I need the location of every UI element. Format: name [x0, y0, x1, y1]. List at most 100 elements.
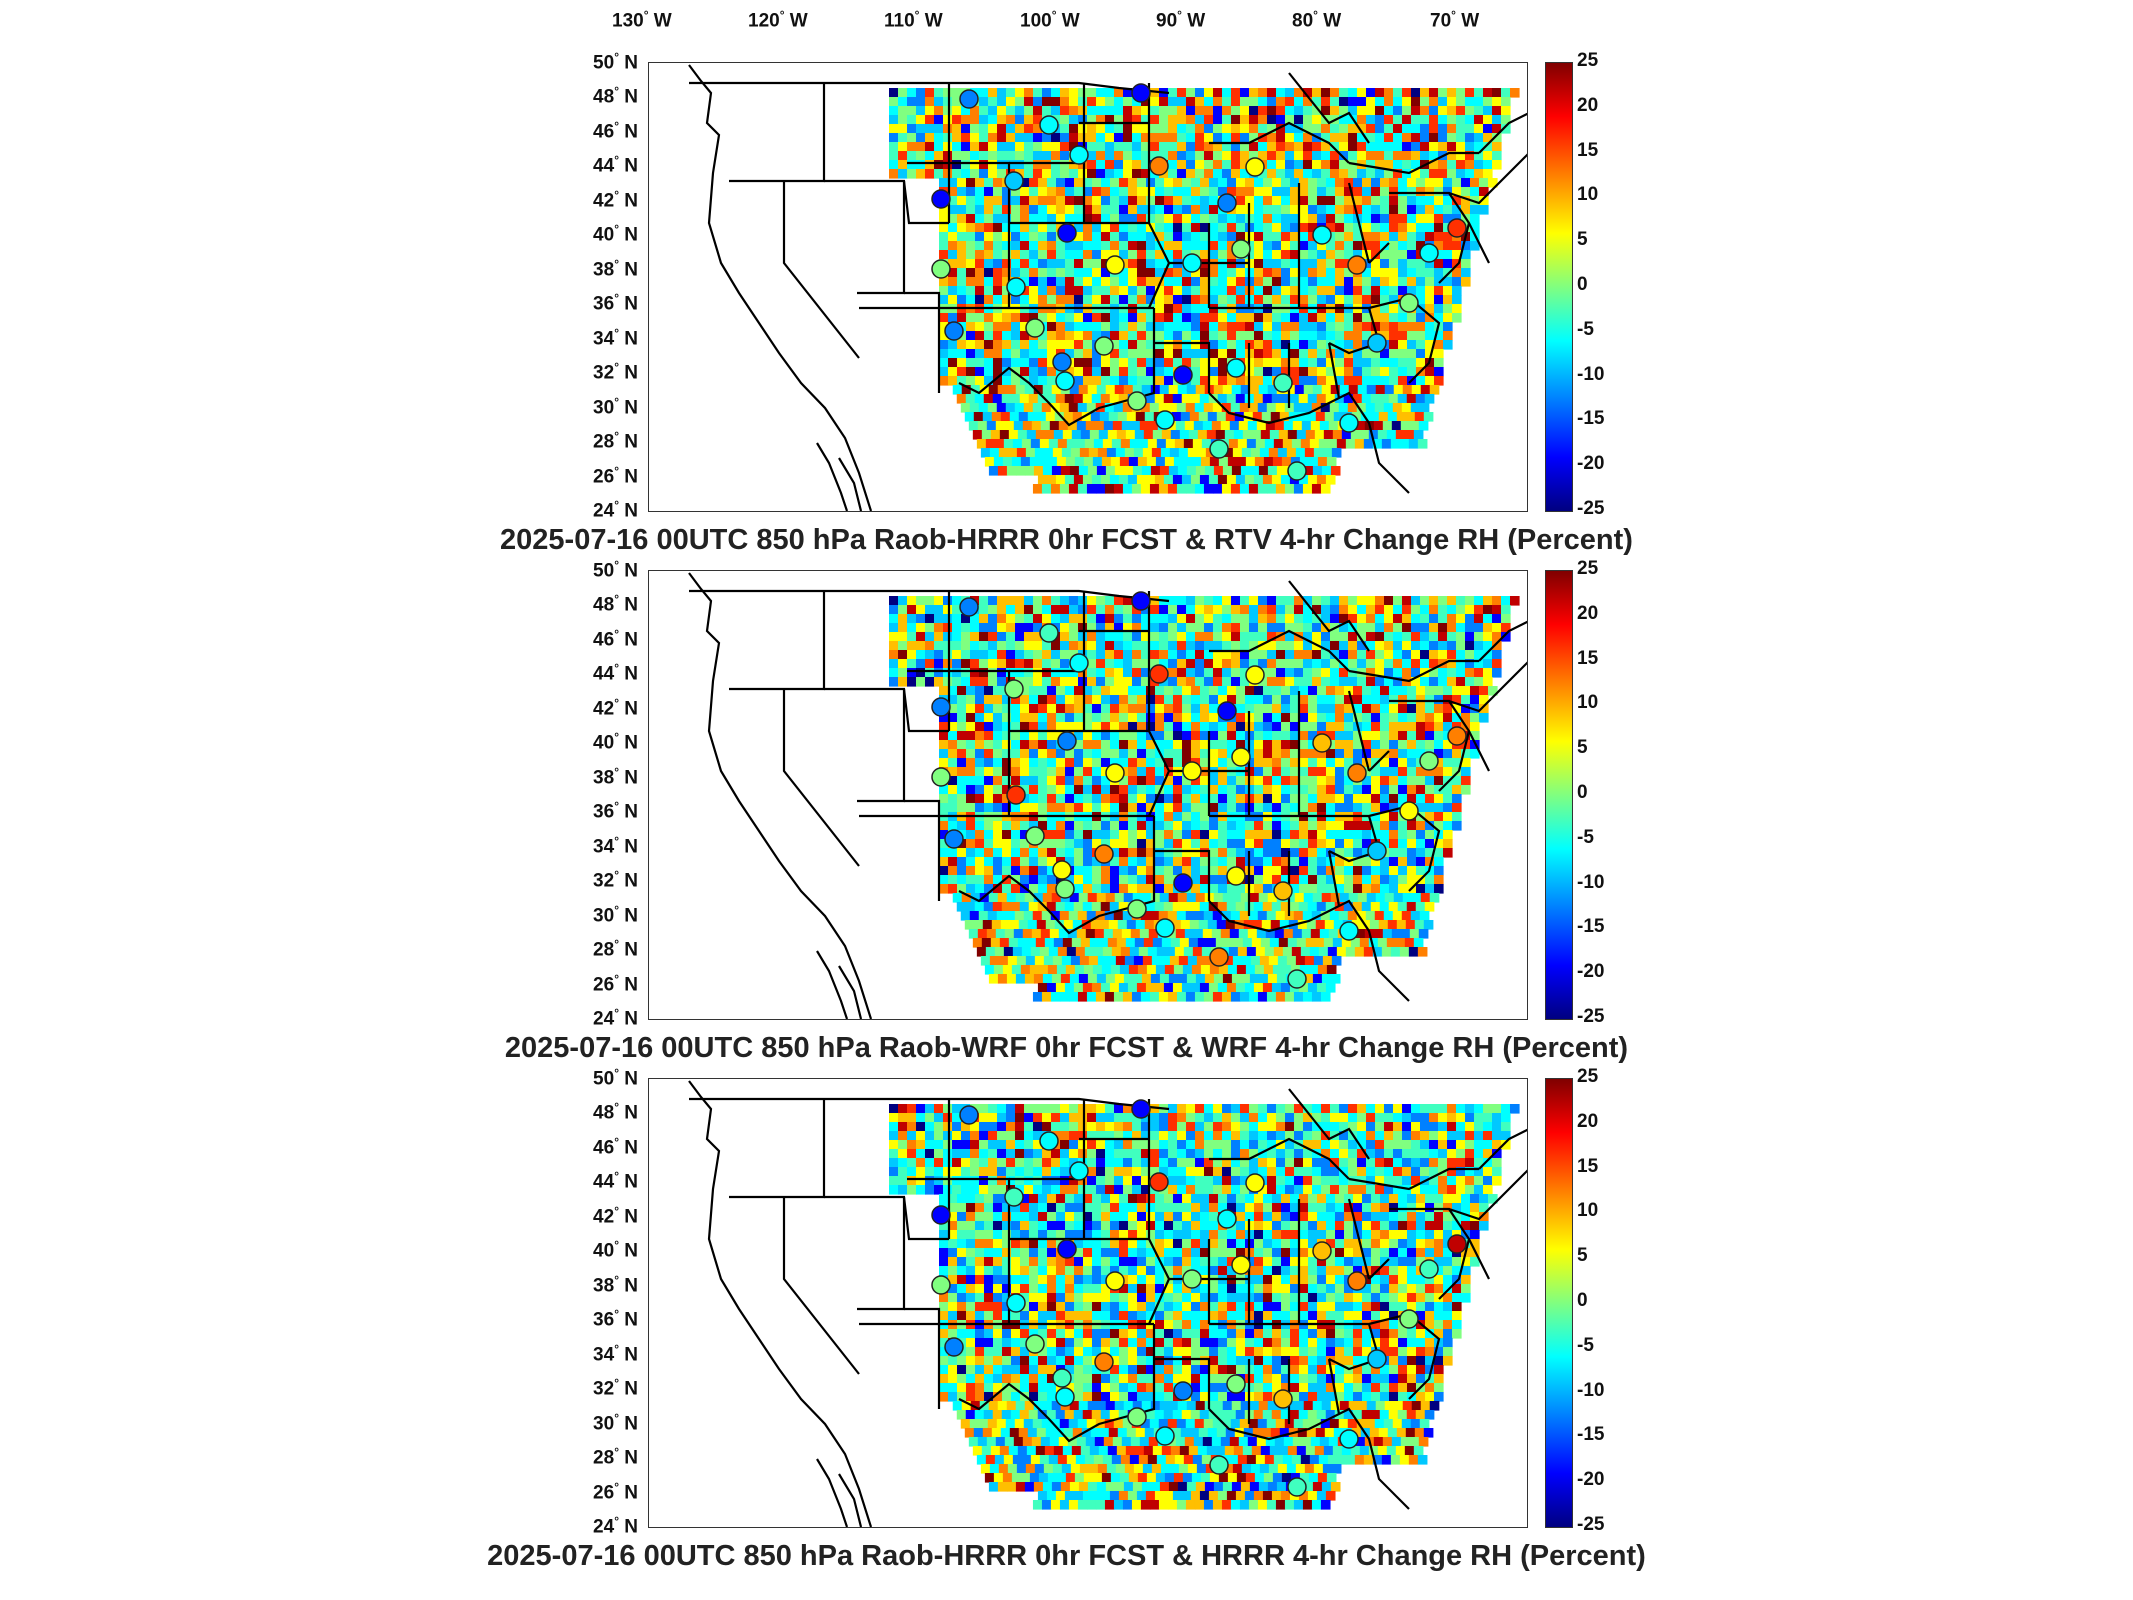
boundary-line: [1247, 1198, 1390, 1324]
raob-station-marker: [1182, 761, 1202, 781]
raob-station-marker: [1182, 253, 1202, 273]
raob-station-marker: [1055, 371, 1075, 391]
latitude-label: 48° N: [593, 592, 638, 616]
raob-station-marker: [931, 259, 951, 279]
latitude-label: 26° N: [593, 1479, 638, 1503]
raob-station-marker: [1312, 733, 1332, 753]
raob-station-marker: [1131, 591, 1151, 611]
latitude-label: 36° N: [593, 799, 638, 823]
colorbar: [1545, 1078, 1573, 1528]
raob-station-marker: [944, 829, 964, 849]
boundary-line: [1147, 1099, 1171, 1325]
latitude-label: 36° N: [593, 1307, 638, 1331]
raob-station-marker: [1006, 277, 1026, 297]
raob-station-marker: [1094, 844, 1114, 864]
boundary-line: [1288, 1088, 1370, 1160]
longitude-label: 90° W: [1156, 8, 1206, 32]
raob-station-marker: [1367, 841, 1387, 861]
map-panel: 50° N 48° N 46° N 44° N 42° N 40° N 38° N 36° N…: [0, 1066, 2133, 1580]
boundary-line: [782, 181, 860, 359]
raob-station-marker: [1339, 1429, 1359, 1449]
raob-station-marker: [1069, 653, 1089, 673]
raob-station-marker: [1447, 218, 1467, 238]
boundary-line: [1478, 112, 1527, 154]
boundary-line: [1288, 580, 1370, 652]
raob-station-marker: [1273, 1389, 1293, 1409]
raob-station-marker: [1052, 352, 1072, 372]
boundary-line: [1348, 659, 1479, 683]
raob-station-marker: [1155, 1426, 1175, 1446]
latitude-label: 32° N: [593, 1376, 638, 1400]
colorbar-tick-label: -15: [1577, 916, 1605, 938]
raob-station-marker: [1347, 1271, 1367, 1291]
boundary-line: [1328, 1323, 1381, 1371]
raob-station-marker: [1127, 1407, 1147, 1427]
raob-station-marker: [1025, 318, 1045, 338]
latitude-label: 40° N: [593, 730, 638, 754]
latitude-label: 42° N: [593, 1203, 638, 1228]
boundary-line: [904, 799, 941, 901]
latitude-label: 30° N: [593, 1410, 638, 1434]
raob-station-marker: [1339, 921, 1359, 941]
boundary-line: [782, 689, 860, 867]
boundary-line: [1288, 72, 1370, 144]
raob-station-marker: [1149, 156, 1169, 176]
raob-station-marker: [1173, 873, 1193, 893]
colorbar-tick-label: 10: [1577, 184, 1599, 206]
raob-station-marker: [1105, 763, 1125, 783]
boundary-line: [1389, 191, 1490, 264]
colorbar-tick-label: 15: [1577, 139, 1599, 161]
boundary-line: [1348, 1167, 1479, 1191]
raob-station-marker: [1057, 731, 1077, 751]
raob-station-marker: [1217, 193, 1237, 213]
colorbar-tick-label: -20: [1577, 961, 1605, 983]
raob-station-marker: [1287, 1477, 1307, 1497]
boundary-line: [1328, 307, 1381, 355]
boundary-line: [1448, 1169, 1527, 1221]
raob-station-marker: [1231, 747, 1251, 767]
panel-title: 2025-07-16 00UTC 850 hPa Raob-HRRR 0hr F…: [487, 1540, 1646, 1572]
colorbar-tick-label: 20: [1577, 602, 1599, 624]
latitude-label: 44° N: [593, 1169, 638, 1193]
latitude-label: 50° N: [593, 1066, 638, 1090]
colorbar: [1545, 570, 1573, 1020]
raob-station-marker: [1209, 439, 1229, 459]
map-frame: [648, 62, 1528, 512]
raob-stations: [931, 1099, 1467, 1497]
boundary-line: [1328, 815, 1381, 863]
boundary-line: [1147, 83, 1171, 309]
colorbar-tick-label: -5: [1577, 826, 1594, 848]
raob-station-marker: [959, 597, 979, 617]
colorbar-tick-label: 15: [1577, 647, 1599, 669]
raob-station-marker: [1312, 1241, 1332, 1261]
raob-station-marker: [1419, 751, 1439, 771]
latitude-label: 36° N: [593, 291, 638, 315]
panel-title: 2025-07-16 00UTC 850 hPa Raob-WRF 0hr FC…: [504, 1032, 1629, 1064]
boundary-line: [1438, 730, 1471, 792]
colorbar-tick-label: 0: [1577, 782, 1588, 803]
raob-station-marker: [1155, 918, 1175, 938]
raob-station-marker: [1209, 947, 1229, 967]
map-panel: 50° N 48° N 46° N 44° N 42° N 40° N 38° N 36° N…: [0, 50, 2133, 564]
latitude-label: 28° N: [593, 1445, 638, 1469]
boundary-line: [816, 950, 863, 1019]
raob-station-marker: [1419, 243, 1439, 263]
latitude-label: 38° N: [593, 764, 638, 789]
boundary-line: [824, 1195, 949, 1241]
boundary-line: [816, 1458, 863, 1527]
rh-change-field: [889, 88, 1520, 494]
colorbar-tick-label: 0: [1577, 1290, 1588, 1311]
colorbar-tick-label: -5: [1577, 1334, 1594, 1356]
raob-station-marker: [1226, 866, 1246, 886]
latitude-label: 24° N: [593, 498, 638, 522]
latitude-label: 26° N: [593, 971, 638, 995]
latitude-label: 26° N: [593, 463, 638, 487]
raob-station-marker: [1057, 223, 1077, 243]
boundary-line: [782, 1197, 860, 1375]
latitude-label: 46° N: [593, 1134, 638, 1159]
raob-station-marker: [1006, 785, 1026, 805]
raob-station-marker: [931, 767, 951, 787]
raob-station-marker: [1052, 860, 1072, 880]
boundary-line: [729, 83, 826, 183]
raob-stations: [931, 591, 1467, 989]
